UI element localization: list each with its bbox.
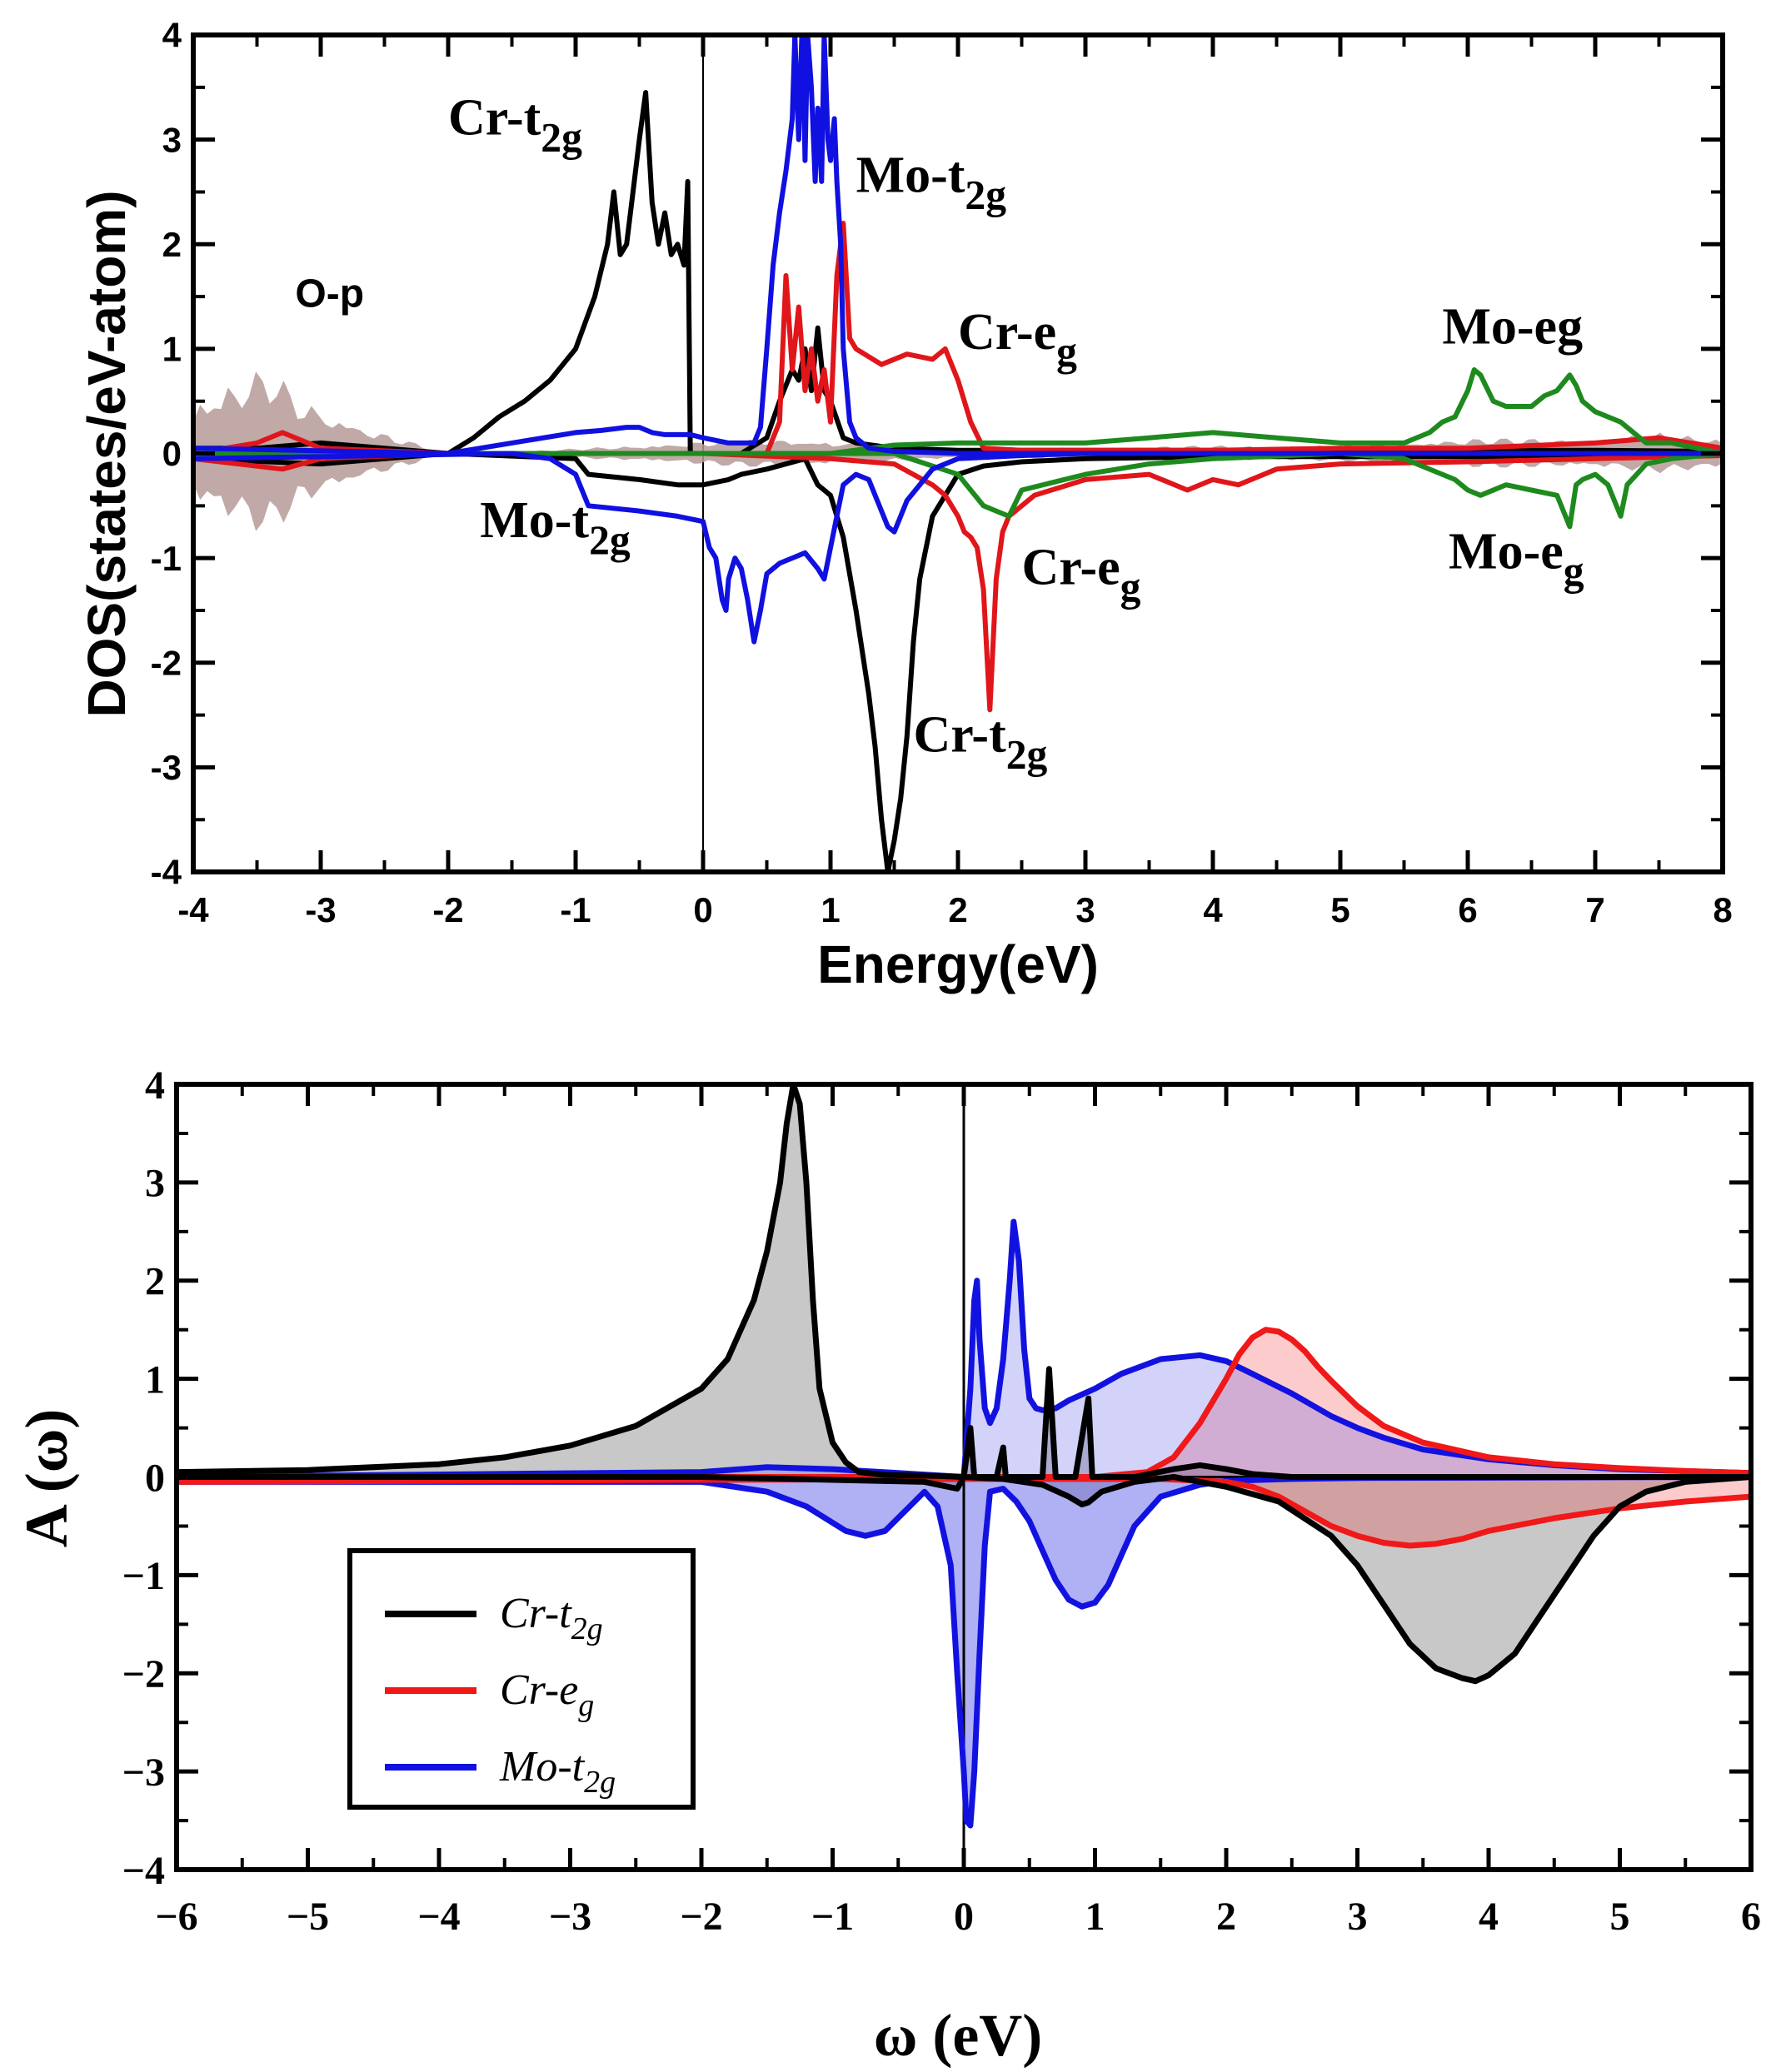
dft-dos-x-axis-label: Energy(eV) — [817, 934, 1099, 994]
dmft-spectral-ticks — [174, 1082, 1754, 1872]
y-tick-label: -1 — [151, 539, 182, 578]
y-tick-label: 4 — [162, 16, 182, 55]
series-cr-t2g-up — [193, 90, 1723, 456]
annotation-cr-eg: Cr-eg — [958, 304, 1077, 375]
annotation-cr-t2g: Cr-t2g — [448, 89, 582, 160]
y-tick-label: 0 — [145, 1456, 165, 1500]
x-tick-label: -1 — [560, 890, 591, 929]
x-tick-label: −5 — [287, 1895, 329, 1939]
legend-label-cr-eg: Cr-eg — [500, 1666, 594, 1723]
dmft-spectral-x-axis-label: ω (eV) — [874, 2002, 1043, 2069]
series-cr-eg-up — [177, 1327, 1751, 1480]
x-tick-label: −6 — [155, 1895, 197, 1939]
fill-cr-t2g-down — [177, 1477, 1751, 1681]
y-tick-label: -3 — [151, 748, 182, 787]
x-tick-label: 1 — [1085, 1895, 1105, 1939]
dft-dos-x-tick-labels: -4 -3 -2 -1 0 1 2 3 4 5 6 7 8 — [177, 890, 1732, 929]
y-tick-label: 3 — [145, 1162, 165, 1206]
annotation-o-p: O-p — [295, 272, 364, 316]
series-cr-eg-down — [193, 451, 1723, 713]
dft-dos-y-axis-label: DOS(states/eV-atom) — [77, 190, 137, 717]
legend-label-mo-t2g: Mo-t2g — [499, 1743, 616, 1800]
x-tick-label: 3 — [1075, 890, 1095, 929]
y-tick-label: −4 — [122, 1849, 165, 1893]
fill-cr-eg-down — [177, 1477, 1751, 1546]
annotation-mo-t2g: Mo-t2g — [856, 147, 1007, 217]
fill-cr-eg-up — [177, 1329, 1751, 1477]
x-tick-label: 2 — [948, 890, 967, 929]
dmft-spectral-x-tick-labels: −6 −5 −4 −3 −2 −1 0 1 2 3 4 5 6 — [155, 1895, 1761, 1939]
y-tick-label: −2 — [122, 1652, 165, 1696]
x-tick-label: 6 — [1741, 1895, 1761, 1939]
annotation-cr-eg: Cr-eg — [1022, 540, 1141, 610]
dft-dos-annotations: O-p Cr-t2g Mo-t2g Cr-eg Mo-eg Mo-t2g Cr-eg Mo-e… — [295, 89, 1584, 777]
x-tick-label: 1 — [821, 890, 840, 929]
dmft-spectral-y-axis-label: A (ω) — [13, 1409, 80, 1548]
x-tick-label: 0 — [954, 1895, 974, 1939]
series-cr-t2g-down — [177, 1474, 1751, 1685]
annotation-mo-eg: Mo-eg — [1442, 299, 1583, 356]
annotation-mo-t2g: Mo-t2g — [480, 492, 631, 563]
x-tick-label: 3 — [1348, 1895, 1368, 1939]
series-mo-t2g-up — [177, 1218, 1751, 1480]
y-tick-label: -4 — [151, 853, 182, 892]
y-tick-label: 1 — [145, 1357, 165, 1402]
annotation-cr-t2g: Cr-t2g — [913, 707, 1047, 778]
y-tick-label: 0 — [162, 434, 182, 473]
y-tick-label: 1 — [162, 330, 182, 369]
x-tick-label: -3 — [305, 890, 336, 929]
y-tick-label: -2 — [151, 643, 182, 682]
x-tick-label: −1 — [811, 1895, 854, 1939]
dft-dos-y-tick-labels: -4 -3 -2 -1 0 1 2 3 4 — [151, 16, 182, 892]
x-tick-label: 4 — [1479, 1895, 1499, 1939]
x-tick-label: 4 — [1203, 890, 1223, 929]
annotation-mo-eg: Mo-eg — [1449, 524, 1584, 595]
dft-dos-plot-area — [193, 35, 1723, 872]
series-mo-eg-up — [193, 367, 1723, 456]
dmft-spectral-plot-area — [177, 1084, 1751, 1870]
legend-label-cr-t2g: Cr-t2g — [500, 1590, 603, 1646]
x-tick-label: 5 — [1610, 1895, 1630, 1939]
series-mo-t2g-up — [193, 35, 1723, 456]
dmft-spectral-y-tick-labels: −4 −3 −2 −1 0 1 2 3 4 — [122, 1063, 165, 1893]
x-tick-label: 2 — [1216, 1895, 1236, 1939]
x-tick-label: 0 — [693, 890, 712, 929]
y-tick-label: 2 — [145, 1260, 165, 1304]
dft-dos-panel: -4 -3 -2 -1 0 1 2 3 4 5 6 7 8 -4 -3 -2 -1 0 1 2 3 4 Energy(e… — [77, 16, 1733, 994]
y-tick-label: −1 — [122, 1554, 165, 1598]
y-tick-label: −3 — [122, 1751, 165, 1795]
dmft-spectral-panel: −6 −5 −4 −3 −2 −1 0 1 2 3 4 5 6 −4 −3 −2 −1 0 1 2 3 4 ω (eV)… — [13, 1063, 1761, 2069]
y-tick-label: 3 — [162, 120, 182, 159]
x-tick-label: -4 — [177, 890, 209, 929]
series-mo-t2g-down — [193, 451, 1723, 645]
x-tick-label: −3 — [549, 1895, 591, 1939]
y-tick-label: 2 — [162, 225, 182, 264]
dmft-spectral-legend: Cr-t2g Cr-eg Mo-t2g — [347, 1548, 696, 1810]
x-tick-label: −4 — [417, 1895, 460, 1939]
x-tick-label: -2 — [432, 890, 463, 929]
series-mo-t2g-down — [177, 1474, 1751, 1829]
x-tick-label: 5 — [1330, 890, 1349, 929]
x-tick-label: 6 — [1458, 890, 1477, 929]
series-cr-t2g-down — [193, 451, 1723, 872]
x-tick-label: −2 — [680, 1895, 722, 1939]
y-tick-label: 4 — [145, 1063, 165, 1108]
x-tick-label: 8 — [1713, 890, 1732, 929]
series-mo-eg-down — [193, 451, 1723, 530]
x-tick-label: 7 — [1585, 890, 1604, 929]
dft-dos-ticks — [191, 32, 1725, 874]
